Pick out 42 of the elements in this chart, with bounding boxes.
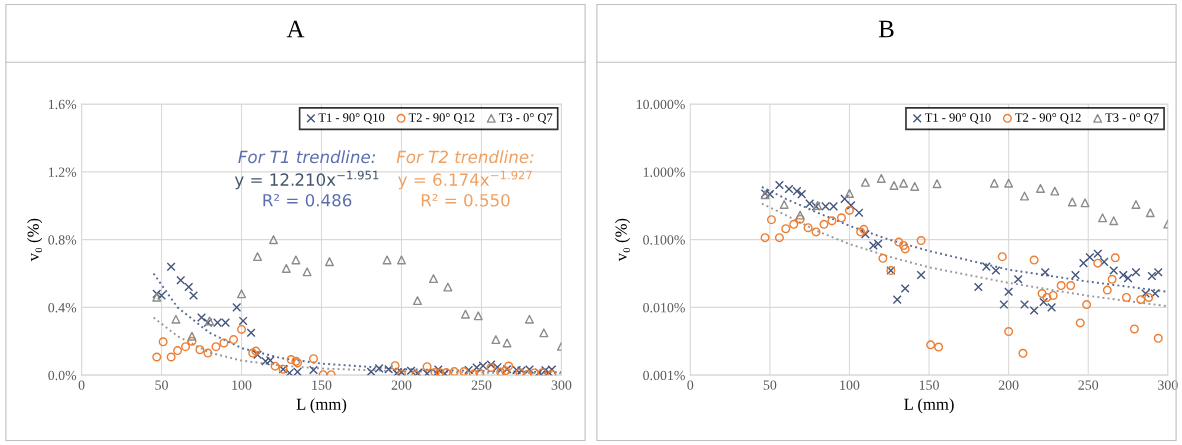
- y-axis-title: v₀ (%): [614, 218, 631, 262]
- legend-label: T2 - 90° Q12: [1015, 113, 1081, 124]
- x-tick-label: 0: [78, 380, 85, 390]
- x-tick-label: 150: [919, 380, 939, 390]
- x-tick-label: 200: [998, 380, 1019, 390]
- x-tick-label: 300: [551, 380, 572, 390]
- x-tick-label: 100: [232, 380, 252, 390]
- annotation: y = 12.210x$^{−1.951}$: [234, 170, 379, 190]
- x-tick-label: 50: [155, 380, 168, 390]
- x-tick-label: 50: [763, 380, 777, 390]
- legend-label: T1 - 90° Q10: [318, 113, 385, 124]
- annotation: y = 6.174x$^{−1.927}$: [398, 170, 532, 190]
- y-tick-label: 1.6%: [48, 99, 77, 110]
- x-tick-label: 250: [1078, 380, 1099, 390]
- y-tick-label: 1.000%: [643, 167, 685, 177]
- chart-title: B: [878, 20, 894, 38]
- y-axis-title: v₀ (%): [27, 218, 43, 262]
- x-tick-label: 200: [391, 380, 412, 390]
- y-tick-label: 0.8%: [48, 235, 77, 245]
- x-tick-label: 150: [312, 380, 332, 390]
- x-tick-label: 100: [840, 380, 860, 390]
- y-tick-label: 10.000%: [636, 99, 685, 110]
- legend-label: T2 - 90° Q12: [408, 113, 475, 124]
- chart-title: A: [286, 20, 305, 38]
- x-tick-label: 0: [687, 380, 694, 390]
- y-tick-label: 0.010%: [643, 302, 685, 313]
- legend-label: T3 - 0° Q7: [498, 113, 553, 124]
- annotation: For T1 trendline:: [238, 150, 376, 164]
- y-tick-label: 0.0%: [48, 370, 77, 381]
- legend-label: T1 - 90° Q10: [924, 113, 991, 124]
- x-axis-title: L (mm): [904, 398, 954, 414]
- annotation: R² = 0.550: [421, 193, 510, 207]
- annotation: For T2 trendline:: [396, 150, 534, 164]
- y-tick-label: 0.001%: [643, 370, 685, 381]
- x-axis-title: L (mm): [296, 398, 347, 414]
- y-tick-label: 0.100%: [643, 235, 685, 245]
- x-tick-label: 250: [471, 380, 492, 390]
- x-tick-label: 300: [1158, 380, 1178, 390]
- y-tick-label: 1.2%: [48, 167, 77, 177]
- annotation: R² = 0.486: [263, 193, 352, 207]
- legend-label: T3 - 0° Q7: [1105, 113, 1159, 124]
- y-tick-label: 0.4%: [48, 302, 77, 313]
